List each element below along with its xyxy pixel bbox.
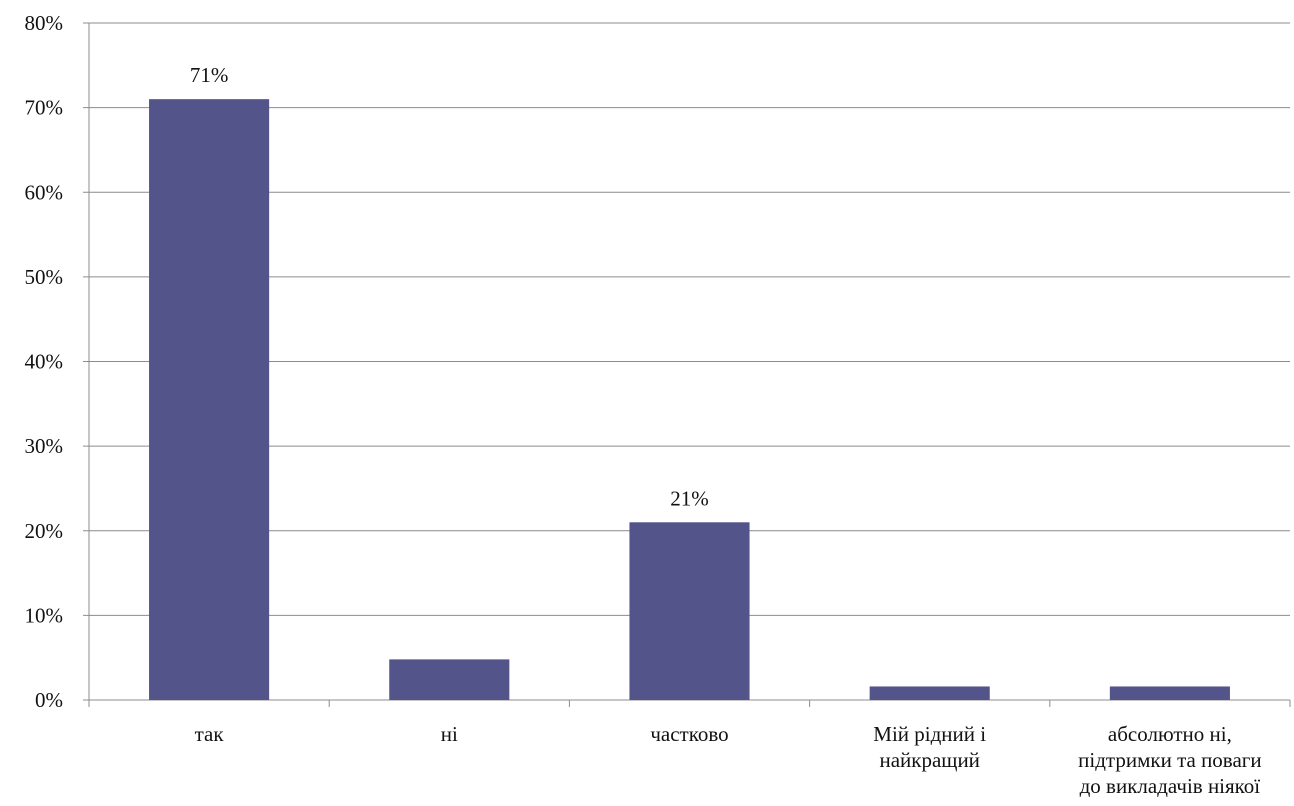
x-category-label: Мій рідний і <box>873 722 986 746</box>
bar <box>1109 686 1230 700</box>
x-category-label: частково <box>650 722 728 746</box>
bars <box>149 99 1230 701</box>
data-label: 71% <box>190 63 229 87</box>
x-category-label: до викладачів ніякої <box>1080 774 1261 798</box>
y-tick-label: 0% <box>35 688 63 712</box>
data-label: 21% <box>670 486 709 510</box>
y-tick-label: 30% <box>25 434 64 458</box>
x-category-label: ні <box>441 722 458 746</box>
y-tick-label: 60% <box>25 180 64 204</box>
x-category-label: підтримки та поваги <box>1078 748 1261 772</box>
y-tick-label: 40% <box>25 350 64 374</box>
y-tick-label: 70% <box>25 96 64 120</box>
bar <box>629 522 750 700</box>
bar <box>149 99 270 701</box>
y-tick-label: 50% <box>25 265 64 289</box>
y-tick-label: 20% <box>25 519 64 543</box>
x-category-label: так <box>195 722 225 746</box>
x-category-label: абсолютно ні, <box>1108 722 1232 746</box>
bar <box>389 659 510 700</box>
gridlines <box>89 22 1290 616</box>
y-tick-label: 10% <box>25 603 64 627</box>
y-tick-label: 80% <box>25 11 64 35</box>
x-category-label: найкращий <box>879 748 979 772</box>
bar <box>869 686 990 700</box>
labels: 0% 10% 20% 30% 40% 50% 60% 70% 80% 71% так ні 21% час… <box>25 11 1262 798</box>
